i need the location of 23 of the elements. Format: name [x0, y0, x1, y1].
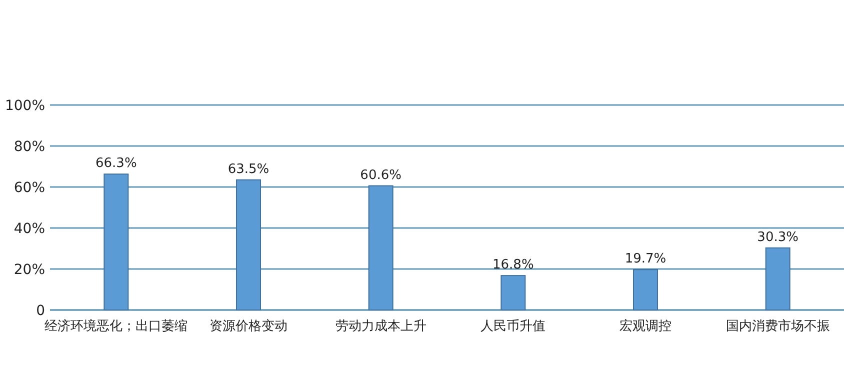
y-tick-label: 40% — [14, 221, 45, 237]
data-label: 63.5% — [228, 162, 270, 177]
bar — [368, 185, 394, 310]
data-label: 66.3% — [96, 156, 137, 172]
y-tick-label: 20% — [14, 262, 45, 278]
x-tick-label: 人民币升值 — [480, 319, 546, 334]
x-tick-label: 经济环境恶化；出口萎缩 — [44, 318, 188, 334]
bar — [236, 179, 261, 310]
data-label: 19.7% — [624, 252, 666, 267]
y-tick-label: 0 — [36, 303, 45, 319]
data-label: 30.3% — [757, 230, 798, 245]
x-tick-label: 国内消费市场不振 — [726, 319, 830, 334]
x-tick-label: 宏观调控 — [620, 318, 672, 334]
bar — [765, 247, 790, 310]
x-tick-label: 劳动力成本上升 — [335, 319, 426, 334]
data-label: 60.6% — [360, 168, 402, 183]
y-tick-label: 80% — [14, 139, 45, 155]
y-tick-label: 100% — [4, 98, 45, 114]
x-tick-label: 资源价格变动 — [210, 319, 288, 334]
y-tick-label: 60% — [14, 180, 45, 196]
bar — [633, 269, 658, 310]
bar — [104, 174, 129, 310]
bar — [500, 275, 526, 310]
